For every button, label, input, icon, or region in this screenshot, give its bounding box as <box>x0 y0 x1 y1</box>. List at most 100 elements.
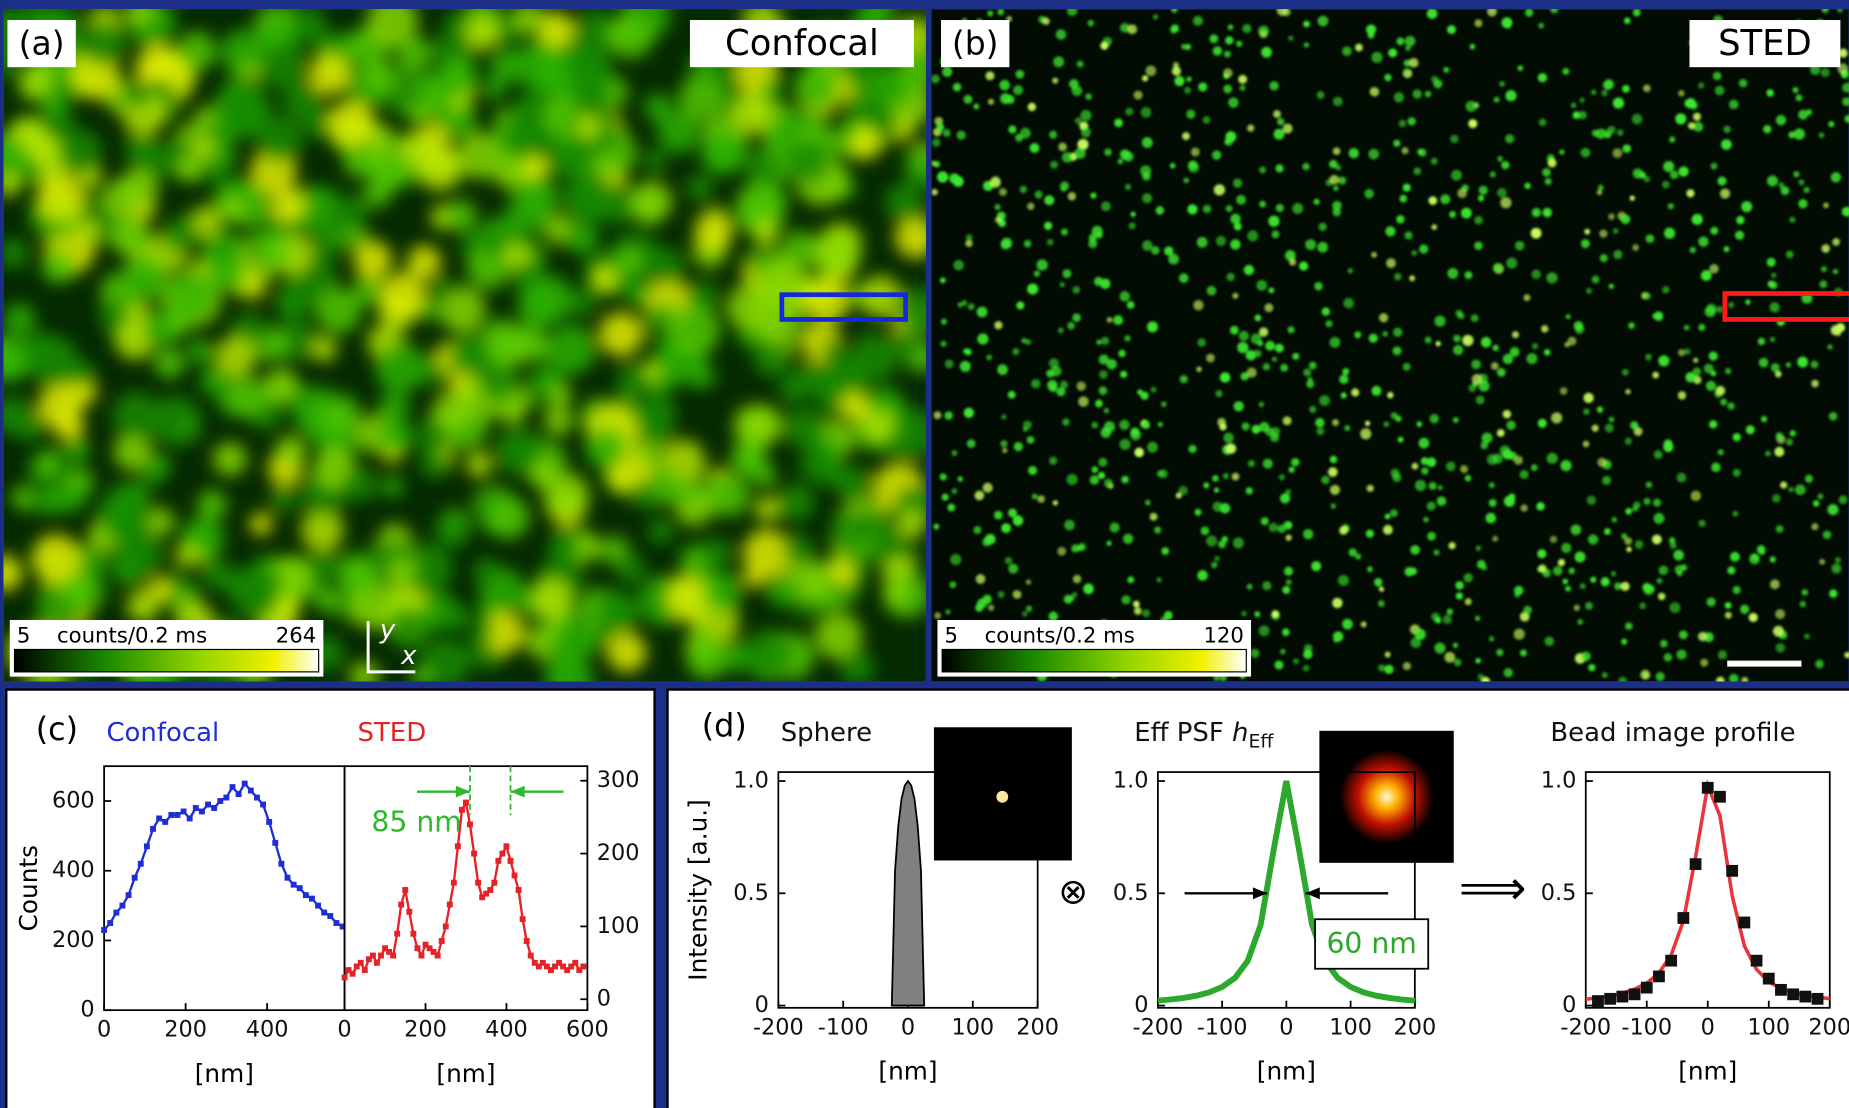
spot <box>1496 649 1503 656</box>
spot <box>1305 239 1316 250</box>
spot <box>1287 326 1294 333</box>
spot <box>1811 380 1819 388</box>
blob <box>69 360 95 386</box>
spot <box>1720 188 1730 198</box>
x-tick-label: -200 <box>753 1014 804 1040</box>
spot <box>1023 421 1032 430</box>
spot <box>1272 357 1277 362</box>
spot <box>1664 653 1673 662</box>
spot <box>1560 460 1571 471</box>
spot <box>988 604 994 610</box>
spot <box>1579 98 1584 103</box>
spot <box>1072 313 1081 322</box>
spot <box>977 333 988 344</box>
spot <box>1550 536 1557 543</box>
spot <box>1367 566 1373 572</box>
spot <box>1284 567 1293 576</box>
spot <box>1652 314 1657 319</box>
data-point <box>516 887 522 893</box>
spot <box>1272 230 1280 238</box>
spot <box>1770 302 1780 312</box>
spot <box>1262 581 1271 590</box>
spot <box>1612 148 1622 158</box>
spot <box>1237 342 1248 353</box>
blob <box>325 401 358 434</box>
spot <box>1546 272 1557 283</box>
spot <box>1609 284 1614 289</box>
spot <box>1370 87 1380 97</box>
spot <box>1161 401 1167 407</box>
spot <box>1333 185 1338 190</box>
spot <box>1660 640 1668 648</box>
blob <box>885 182 925 222</box>
blob <box>396 36 432 72</box>
chart-title: Bead image profile <box>1550 718 1795 748</box>
spot <box>1501 17 1512 28</box>
data-point <box>1604 993 1616 1005</box>
spot <box>1770 281 1778 289</box>
spot <box>1598 185 1604 191</box>
blob <box>191 137 214 160</box>
spot <box>1416 421 1422 427</box>
spot <box>1399 195 1407 203</box>
spot <box>1698 236 1708 246</box>
spot <box>1470 44 1476 50</box>
blob <box>636 442 661 467</box>
spot <box>1411 637 1422 648</box>
spot <box>1410 545 1420 555</box>
blob <box>315 287 361 333</box>
spot <box>1232 473 1240 481</box>
spot <box>1398 437 1404 443</box>
data-point <box>1812 993 1824 1005</box>
spot <box>1403 68 1408 73</box>
spot <box>983 483 993 493</box>
spot <box>1801 589 1808 596</box>
y-tick-label: 0 <box>1134 992 1148 1018</box>
spot <box>1151 387 1157 393</box>
spot <box>1810 361 1818 369</box>
spot <box>1049 612 1059 622</box>
spot <box>1790 430 1796 436</box>
spot <box>1451 170 1462 181</box>
spot <box>1514 629 1525 640</box>
inset-spot <box>996 791 1008 803</box>
spot <box>1304 42 1310 48</box>
spot <box>1481 337 1492 348</box>
spot <box>1464 271 1472 279</box>
data-point <box>150 826 156 832</box>
spot <box>953 176 964 187</box>
spot <box>1624 537 1632 545</box>
spot <box>1649 586 1655 592</box>
spot <box>1515 241 1525 251</box>
data-point <box>260 802 266 808</box>
spot <box>1448 542 1455 549</box>
spot <box>1060 282 1065 287</box>
spot <box>1232 293 1238 299</box>
spot <box>1188 160 1198 170</box>
spot <box>995 217 1001 223</box>
blob <box>270 188 305 223</box>
spot <box>1371 386 1381 396</box>
blob <box>340 559 378 597</box>
spot <box>1014 442 1023 451</box>
data-point <box>342 974 348 980</box>
spot <box>1239 331 1249 341</box>
spot <box>1464 573 1473 582</box>
spot <box>1447 268 1458 279</box>
spot <box>1765 451 1771 457</box>
spot <box>1632 114 1643 125</box>
spot <box>1280 649 1286 655</box>
spot <box>1643 84 1651 92</box>
blob <box>498 398 524 424</box>
spot <box>1419 244 1428 253</box>
spot <box>1256 280 1267 291</box>
blob <box>123 82 150 109</box>
blob <box>525 275 573 323</box>
data-point <box>524 938 530 944</box>
data-point <box>1702 782 1714 794</box>
spot <box>1828 121 1834 127</box>
data-point <box>266 819 272 825</box>
y-tick-label: 0 <box>80 997 94 1023</box>
spot <box>1815 660 1824 669</box>
data-point <box>528 953 534 959</box>
